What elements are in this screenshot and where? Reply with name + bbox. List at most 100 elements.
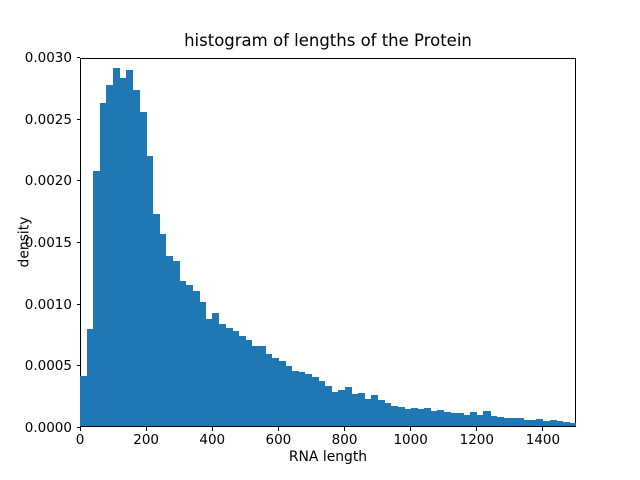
- y-tick-mark: [76, 365, 80, 367]
- histogram-bar: [298, 371, 306, 427]
- histogram-bar: [205, 319, 213, 427]
- histogram-bar: [172, 261, 180, 427]
- y-tick-label: 0.0020: [24, 173, 72, 190]
- x-tick-label: 0: [75, 432, 85, 448]
- x-tick-label: 1200: [459, 432, 494, 448]
- x-tick-mark: [211, 427, 213, 431]
- x-tick-label: 800: [331, 432, 358, 448]
- x-axis-label: RNA length: [288, 449, 368, 465]
- y-tick-mark: [76, 303, 80, 305]
- y-tick-mark: [76, 180, 80, 182]
- x-tick-mark: [344, 427, 346, 431]
- y-tick-mark: [76, 118, 80, 120]
- histogram-bar: [119, 77, 127, 427]
- histogram-bar: [311, 376, 319, 427]
- chart-title: histogram of lengths of the Protein: [184, 31, 472, 50]
- histogram-bar: [430, 410, 438, 427]
- histogram-bar: [516, 418, 524, 427]
- histogram-bar: [542, 420, 551, 427]
- histogram-bar: [397, 407, 405, 427]
- histogram-bar: [476, 414, 484, 427]
- histogram-bar: [291, 370, 299, 427]
- histogram-bar: [437, 409, 445, 427]
- y-tick-mark: [76, 241, 80, 243]
- plot-area: [80, 57, 577, 428]
- y-tick-label: 0.0025: [24, 111, 72, 128]
- histogram-bar: [569, 422, 577, 427]
- y-axis-label: density: [16, 216, 33, 268]
- histogram-bar: [390, 405, 398, 427]
- histogram-bar: [443, 411, 451, 427]
- histogram-bar: [423, 407, 431, 427]
- histogram-bar: [225, 327, 233, 427]
- histogram-bar: [165, 256, 174, 427]
- histogram-bar: [86, 328, 94, 427]
- histogram-bar: [179, 280, 187, 427]
- histogram-bar: [132, 89, 141, 427]
- histogram-bar: [304, 374, 312, 427]
- histogram-bar: [503, 417, 511, 427]
- histogram-bar: [99, 103, 107, 427]
- histogram-bar: [364, 399, 372, 427]
- y-tick-label: 0.0015: [24, 234, 72, 251]
- x-tick-mark: [410, 427, 412, 431]
- histogram-bar: [417, 408, 425, 427]
- histogram-bar: [285, 365, 293, 427]
- histogram-bar: [106, 84, 114, 427]
- histogram-bar: [496, 416, 504, 427]
- y-tick-label: 0.0010: [24, 296, 72, 313]
- y-tick-label: 0.0000: [24, 419, 72, 436]
- x-tick-label: 400: [199, 432, 226, 448]
- histogram-bar: [331, 391, 339, 427]
- histogram-bar: [113, 67, 121, 427]
- histogram-bar: [337, 390, 346, 427]
- histogram-bar: [370, 395, 379, 427]
- histogram-bar: [212, 312, 220, 427]
- histogram-bar: [490, 416, 498, 427]
- histogram-bar: [344, 386, 352, 427]
- histogram-bar: [529, 420, 537, 427]
- histogram-bar: [80, 375, 88, 427]
- x-tick-label: 200: [133, 432, 160, 448]
- histogram-bar: [139, 112, 147, 427]
- histogram-bar: [159, 234, 167, 427]
- histogram-bar: [185, 284, 193, 427]
- histogram-bar: [523, 419, 531, 427]
- x-tick-mark: [145, 427, 147, 431]
- histogram-bar: [192, 290, 200, 427]
- histogram-bar: [450, 413, 458, 427]
- histogram-bar: [384, 402, 392, 427]
- histogram-bar: [238, 336, 246, 427]
- histogram-bar: [456, 413, 465, 427]
- histogram-bar: [357, 392, 365, 427]
- x-tick-label: 1400: [525, 432, 561, 448]
- histogram-bar: [470, 412, 478, 427]
- y-tick-mark: [76, 57, 80, 59]
- y-tick-mark: [76, 426, 80, 428]
- histogram-bar: [258, 346, 266, 427]
- histogram-bar: [536, 419, 544, 427]
- x-tick-mark: [542, 427, 544, 431]
- histogram-bar: [549, 419, 557, 427]
- histogram-bar: [404, 408, 412, 427]
- x-tick-mark: [277, 427, 279, 431]
- x-tick-label: 600: [265, 432, 292, 448]
- histogram-bar: [271, 358, 279, 427]
- histogram-bar: [232, 331, 240, 427]
- x-tick-mark: [79, 427, 81, 431]
- histogram-bar: [483, 410, 491, 427]
- histogram-bar: [218, 323, 226, 427]
- histogram-bar: [351, 394, 359, 427]
- y-tick-label: 0.0030: [24, 50, 72, 67]
- histogram-bar: [146, 156, 154, 427]
- x-tick-mark: [476, 427, 478, 431]
- histogram-bar: [377, 400, 385, 427]
- histogram-bar: [245, 339, 253, 427]
- histogram-bar: [93, 171, 101, 427]
- histogram-bar: [152, 214, 160, 427]
- histogram-bar: [463, 414, 471, 427]
- x-tick-label: 1000: [393, 432, 428, 448]
- histogram-bar: [251, 346, 260, 427]
- histogram-bar: [126, 70, 134, 427]
